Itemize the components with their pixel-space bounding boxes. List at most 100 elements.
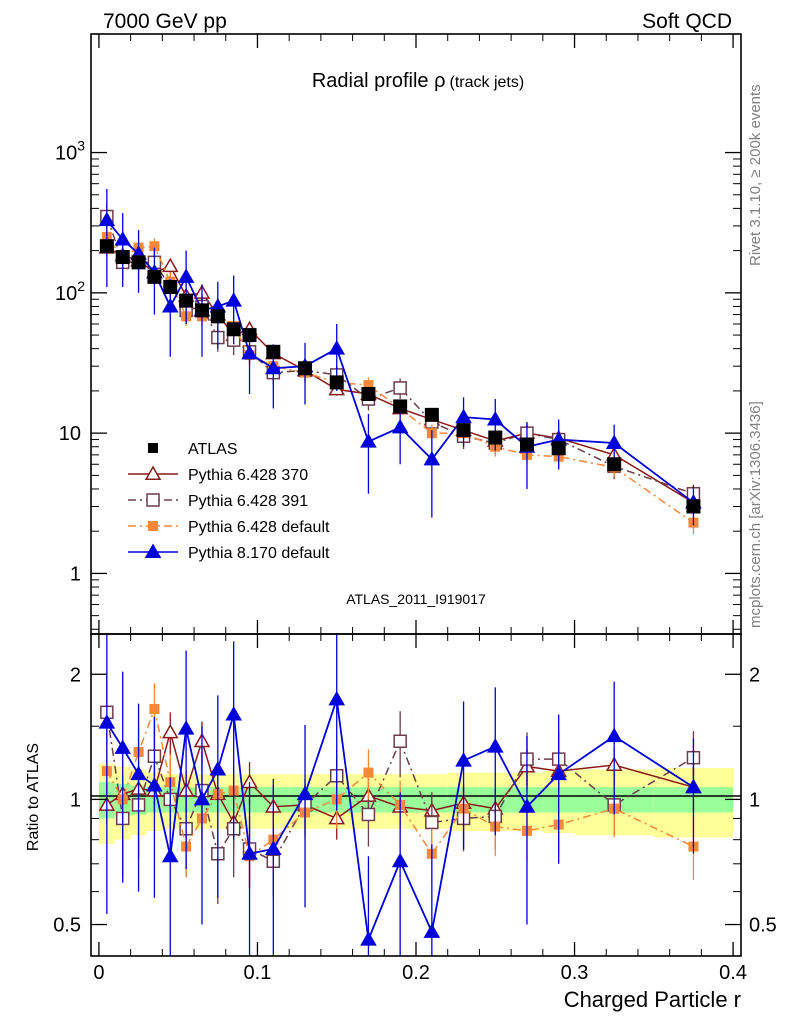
atlas-point [179,293,194,308]
ratio-y-tick-label: 1 [70,789,81,811]
ratio-pythia-8-170-default-point [193,790,211,806]
ratio-pythia-8-170-default-point [114,739,131,754]
x-tick-label: 0.4 [719,962,747,984]
pythia-8-170-default-point [161,297,179,313]
legend-marker-pythia-6-428-391 [146,493,160,507]
pythia-8-170-default-point [486,411,504,426]
main-y-tick-label: 102 [55,278,85,305]
pythia-6-428-370-point [161,257,179,273]
pythia-8-170-default-point [177,268,195,283]
atlas-point [424,407,439,422]
ratio-pythia-6-428-391-point [393,734,407,749]
ratio-pythia-6-428-391-point [425,815,439,830]
main-title-text: Radial profile ρ [312,70,446,92]
ratio-y-tick-label-right: 2 [749,664,760,686]
legend-label-pythia-6-428-default: Pythia 6.428 default [188,519,330,536]
main-panel: Radial profile ρ (track jets) ATLAS_2011_… [55,33,742,635]
header-right: Soft QCD [642,10,732,33]
ratio-y-tick-label: 2 [70,664,81,686]
ratio-band [98,763,734,845]
ratio-series [98,633,702,956]
ratio-pythia-8-170-default-point [146,776,163,792]
ratio-frame [90,633,742,957]
atlas-point [393,399,408,414]
legend-marker-pythia-6-428-default [148,521,158,531]
main-y-tick-exponent: 2 [77,278,85,294]
pythia-6-428-default-point [149,241,160,252]
ratio-pythia-8-170-default-point [423,923,441,938]
pythia-6-428-391-point [393,381,407,395]
ratio-pythia-8-170-default-point [241,845,258,860]
ratio-pythia-8-170-default-point [486,738,504,753]
atlas-point [488,430,503,445]
pythia-8-170-default-point [265,359,282,375]
x-tick-label: 0.3 [561,962,589,984]
ratio-y-tick-label-right: 1 [749,789,760,811]
ratio-pythia-6-428-default-point [149,704,160,715]
ratio-pythia-8-170-default-point [685,778,702,794]
main-y-tick-label: 10 [59,423,81,445]
rivet-note: Rivet 3.1.10, ≥ 200k events [747,84,764,266]
ratio-pythia-8-170-default-line [106,699,694,944]
x-axis-label: Charged Particle r [564,987,741,1012]
main-title: Radial profile ρ (track jets) [312,70,524,92]
legend-marker-atlas [148,443,158,453]
pythia-8-170-default-point [114,230,131,246]
ratio-pythia-8-170-default-point [328,690,346,706]
pythia-6-428-370-line [106,246,694,504]
mcplots-note: mcplots.cern.ch [arXiv:1306.3436] [747,401,764,628]
legend: ATLAS Pythia 6.428 370 Pythia 6.428 391 Pyt… [128,441,330,562]
x-tick-label: 0.2 [402,962,430,984]
atlas-point [194,303,209,318]
main-ticks: 1 10 102 103 [55,34,741,634]
ratio-pythia-6-428-391-point [361,807,376,822]
pythia-8-170-default-line [106,219,694,504]
x-tick-label: 0 [93,962,104,984]
ratio-pythia-8-170-default-point [605,727,623,743]
pythia-8-170-default-point [225,292,242,307]
ratio-pythia-8-170-default-point [550,765,567,781]
ratio-pythia-8-170-default-point [161,847,179,863]
legend-marker-pythia-8-170-default [144,543,162,558]
legend-label-atlas: ATLAS [188,441,238,458]
pythia-6-428-default-line [106,236,694,524]
ratio-pythia-6-428-370-point [161,723,179,739]
pythia-8-170-default-point [605,434,623,450]
ratio-pythia-8-170-default-point [225,706,242,721]
ratio-ylabel: Ratio to ATLAS [25,743,42,851]
legend-label-pythia-6-428-391: Pythia 6.428 391 [188,493,308,510]
pythia-6-428-391-line [106,216,694,495]
atlas-point [99,239,114,254]
atlas-point [210,309,225,324]
atlas-point [361,387,376,402]
atlas-point [226,322,241,337]
ratio-y-tick-label-right: 0.5 [749,915,777,937]
atlas-point [131,255,146,270]
main-y-tick-label: 103 [55,138,85,165]
ratio-pythia-8-170-default-point [130,765,147,781]
header-left: 7000 GeV pp [103,10,227,33]
atlas-point [163,280,178,295]
main-title-sub: (track jets) [450,74,525,91]
pythia-8-170-default-point [360,433,377,448]
pythia-8-170-default-point [328,340,346,355]
atlas-point [242,328,257,343]
ratio-pythia-8-170-default-point [209,761,227,776]
pythia-8-170-default-point [455,408,472,424]
ratio-pythia-8-170-default-point [296,785,314,801]
ratio-pythia-8-170-default-point [391,852,409,868]
atlas-point [551,441,566,456]
pythia-8-170-default-point [98,211,116,227]
legend-marker-pythia-6-428-370 [144,465,162,480]
pythia-8-170-default-point [241,344,258,360]
main-y-tick-exponent: 3 [77,138,85,154]
atlas-point [519,437,534,452]
ratio-ticks: 0.5 0.5 1 1 2 2 0 0.1 0.2 0.3 0.4 [53,634,777,984]
atlas-point [456,423,471,438]
x-tick-label: 0.1 [244,962,272,984]
atlas-point [607,457,622,472]
ratio-pythia-8-170-default-point [455,752,472,767]
ratio-y-tick-label: 0.5 [53,915,81,937]
ratio-pythia-8-170-default-point [177,720,195,735]
ratio-pythia-6-428-default-point [363,767,374,778]
